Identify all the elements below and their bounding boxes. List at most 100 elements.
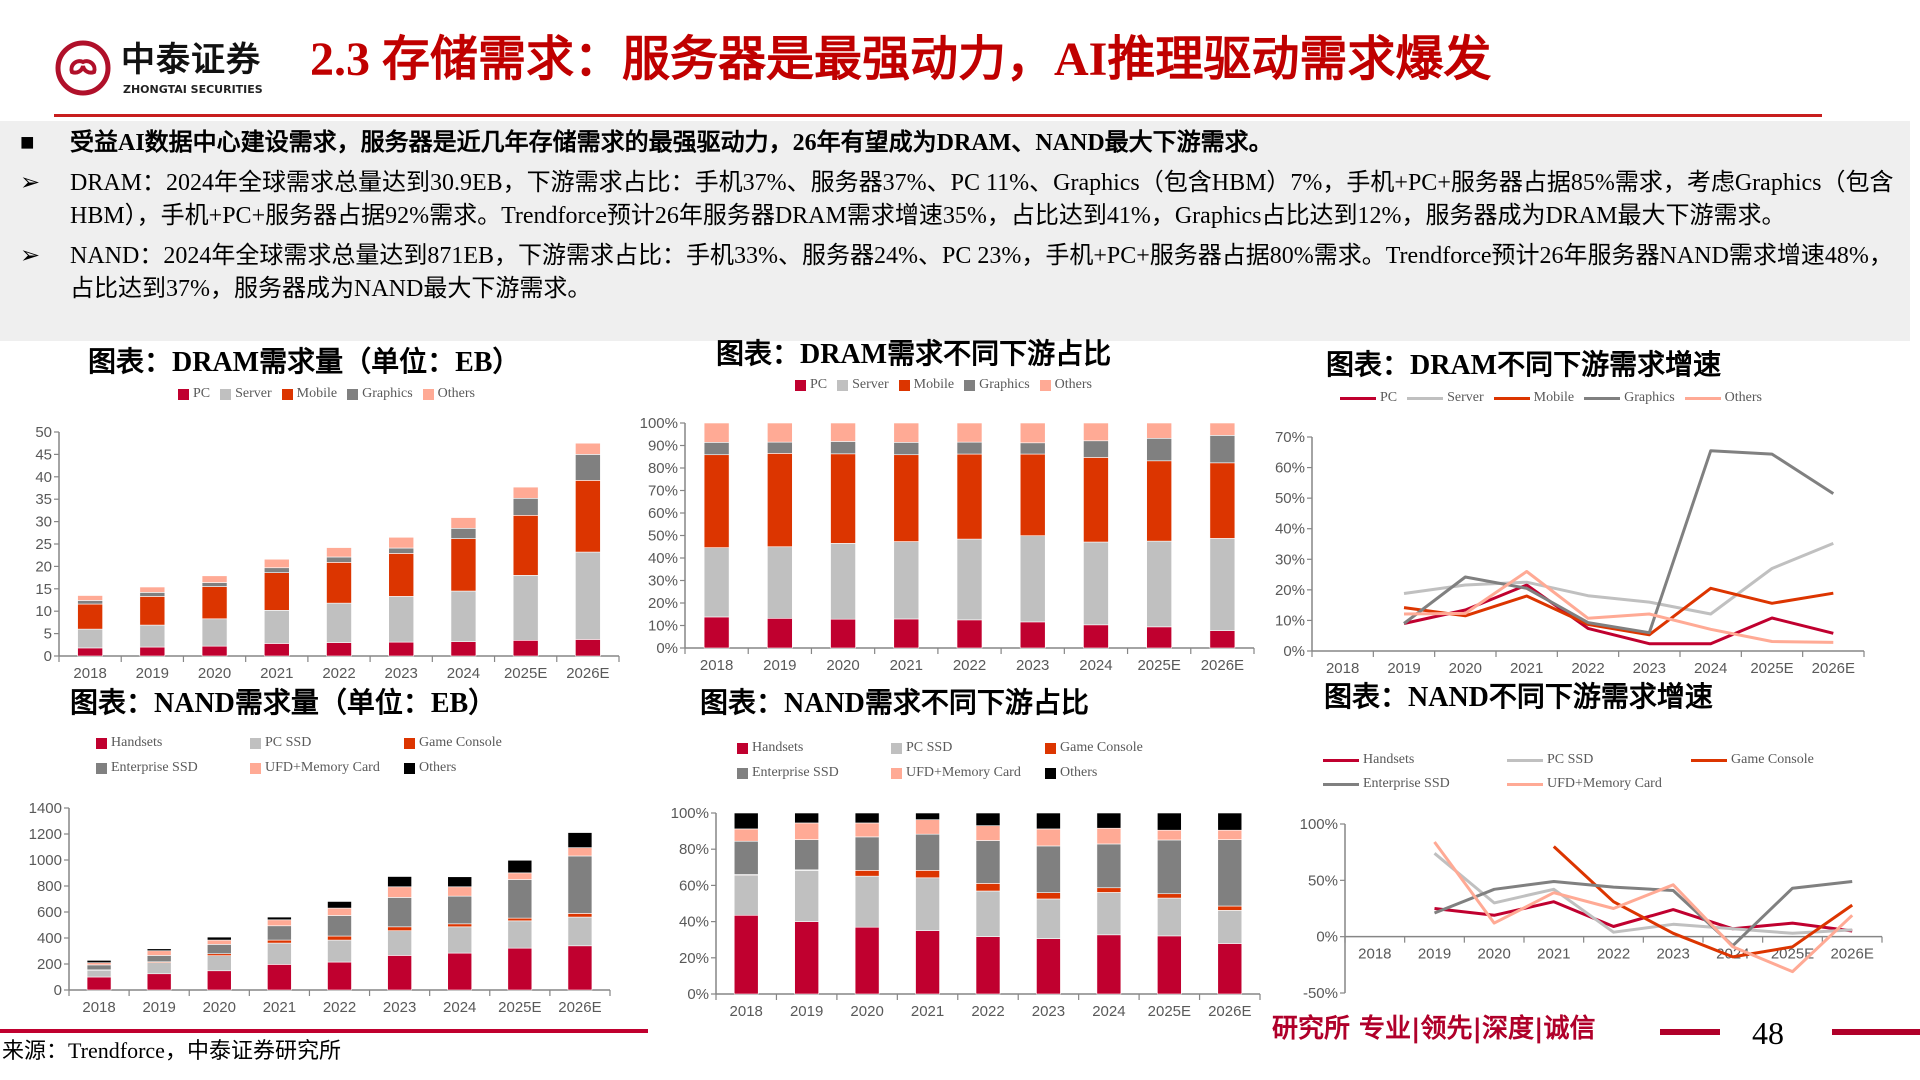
bar-segment-pc-ssd xyxy=(915,877,940,931)
line-series-server xyxy=(1403,542,1834,616)
footer-divider xyxy=(0,1029,648,1033)
y-tick-label: 30% xyxy=(648,573,678,590)
x-tick-label: 2021 xyxy=(1537,946,1570,963)
x-tick-label: 2024 xyxy=(1079,657,1112,674)
legend-swatch-icon xyxy=(1045,742,1056,754)
bar-segment-handsets xyxy=(327,961,352,991)
x-tick-label: 2025E xyxy=(1771,946,1814,963)
bar-segment-others xyxy=(767,422,793,443)
y-tick-label: 50% xyxy=(1275,490,1305,507)
legend-label: Others xyxy=(419,760,457,775)
line-series-others xyxy=(1403,570,1834,644)
page-title: 2.3 存储需求：服务器是最强动力，AI推理驱动需求爆发 xyxy=(310,33,1492,86)
legend-label: UFD+Memory Card xyxy=(1547,776,1662,791)
bar-segment-ufd-memory-card xyxy=(975,825,1001,841)
y-tick-label: 10% xyxy=(1275,612,1305,629)
legend-swatch-icon xyxy=(96,737,107,749)
line-series-ufd-memory-card xyxy=(1433,841,1854,974)
bar-segment-ufd-memory-card xyxy=(567,847,593,857)
bar-segment-others xyxy=(1217,812,1243,831)
bar-segment-pc-ssd xyxy=(387,930,412,956)
x-tick-label: 2022 xyxy=(1597,946,1630,963)
bar-segment-enterprise-ssd xyxy=(794,839,819,871)
y-tick-label: 20% xyxy=(648,595,678,612)
bar-segment-graphics xyxy=(1083,440,1109,458)
bar-segment-others xyxy=(201,575,228,583)
bar-segment-pc xyxy=(1146,626,1172,649)
bar-segment-game-console xyxy=(447,923,473,928)
legend-item: PC SSD xyxy=(250,734,394,752)
bar-segment-mobile xyxy=(450,538,477,592)
bar-segment-ufd-memory-card xyxy=(387,886,412,898)
bar-segment-pc-ssd xyxy=(1157,897,1182,937)
x-tick-label: 2019 xyxy=(763,657,796,674)
y-tick-label: 40% xyxy=(679,914,709,931)
legend-item: Server xyxy=(1407,389,1484,407)
logo-text-cn: 中泰证券 xyxy=(121,40,261,80)
bar-segment-others xyxy=(326,547,352,558)
company-logo: 中泰证券 ZHONGTAI SECURITIES xyxy=(55,38,295,100)
bar-segment-handsets xyxy=(1096,934,1122,995)
legend-item: PC SSD xyxy=(1507,751,1681,769)
legend-row: Enterprise SSD UFD+Memory Card Others xyxy=(737,764,1199,782)
bar-segment-pc-ssd xyxy=(146,962,172,975)
y-tick-label: 0% xyxy=(1316,929,1338,946)
legend-swatch-icon xyxy=(795,379,806,391)
bar-segment-ufd-memory-card xyxy=(854,822,880,838)
legend-swatch-icon xyxy=(404,762,415,774)
x-tick-label: 2025E xyxy=(498,999,541,1016)
legend-item: Handsets xyxy=(96,734,240,752)
bar-segment-server xyxy=(388,596,415,643)
x-tick-label: 2019 xyxy=(1418,946,1451,963)
bar-segment-graphics xyxy=(893,442,920,456)
legend-label: PC xyxy=(810,377,828,392)
bar-segment-pc-ssd xyxy=(1217,910,1243,944)
bar-segment-others xyxy=(327,901,352,909)
legend-item: PC xyxy=(178,385,210,403)
legend-label: UFD+Memory Card xyxy=(906,765,1021,780)
y-tick-label: 10% xyxy=(648,618,678,635)
legend-item: Handsets xyxy=(1323,751,1497,769)
legend-item: UFD+Memory Card xyxy=(891,764,1035,782)
legend-swatch-icon xyxy=(964,379,976,391)
bar-segment-others xyxy=(263,558,290,569)
y-tick-label: 60% xyxy=(679,877,709,894)
x-tick-label: 2026E xyxy=(1812,660,1855,677)
bar-segment-others xyxy=(575,442,601,455)
bar-segment-game-console xyxy=(146,961,172,963)
legend-row: Enterprise SSD UFD+Memory Card xyxy=(1323,775,1691,793)
bar-segment-enterprise-ssd xyxy=(1217,839,1243,907)
bar-segment-ufd-memory-card xyxy=(733,828,759,842)
legend-label: UFD+Memory Card xyxy=(265,760,380,775)
bar-segment-handsets xyxy=(146,973,172,991)
bar-segment-pc-ssd xyxy=(733,874,759,916)
bar-segment-pc-ssd xyxy=(507,920,533,949)
legend-swatch-icon xyxy=(1507,758,1543,762)
bar-segment-others xyxy=(893,422,920,443)
bar-segment-handsets xyxy=(267,964,292,991)
bar-segment-graphics xyxy=(388,547,415,554)
y-tick-label: 50% xyxy=(648,528,678,545)
bar-segment-game-console xyxy=(915,870,940,879)
x-tick-label: 2020 xyxy=(203,999,236,1016)
x-tick-label: 2022 xyxy=(971,1003,1004,1020)
x-tick-label: 2026E xyxy=(1201,657,1244,674)
x-tick-label: 2018 xyxy=(700,657,733,674)
legend-label: Server xyxy=(852,377,889,392)
legend-swatch-icon xyxy=(1691,758,1727,762)
bar-segment-server xyxy=(1209,538,1236,631)
bar-segment-game-console xyxy=(854,870,880,877)
bar-segment-pc xyxy=(575,639,601,657)
legend-label: PC SSD xyxy=(265,735,312,750)
bar-segment-pc xyxy=(703,616,730,649)
bar-segment-ufd-memory-card xyxy=(794,822,819,840)
legend-item: PC SSD xyxy=(891,739,1035,757)
line-series-graphics xyxy=(1403,449,1835,635)
bar-segment-pc xyxy=(201,645,228,657)
legend-item: Enterprise SSD xyxy=(737,764,881,782)
legend-item: Server xyxy=(837,376,889,394)
y-tick-label: 100% xyxy=(671,805,709,822)
bar-segment-handsets xyxy=(1217,943,1243,995)
legend-item: Others xyxy=(1684,389,1762,407)
bar-segment-handsets xyxy=(794,921,819,995)
